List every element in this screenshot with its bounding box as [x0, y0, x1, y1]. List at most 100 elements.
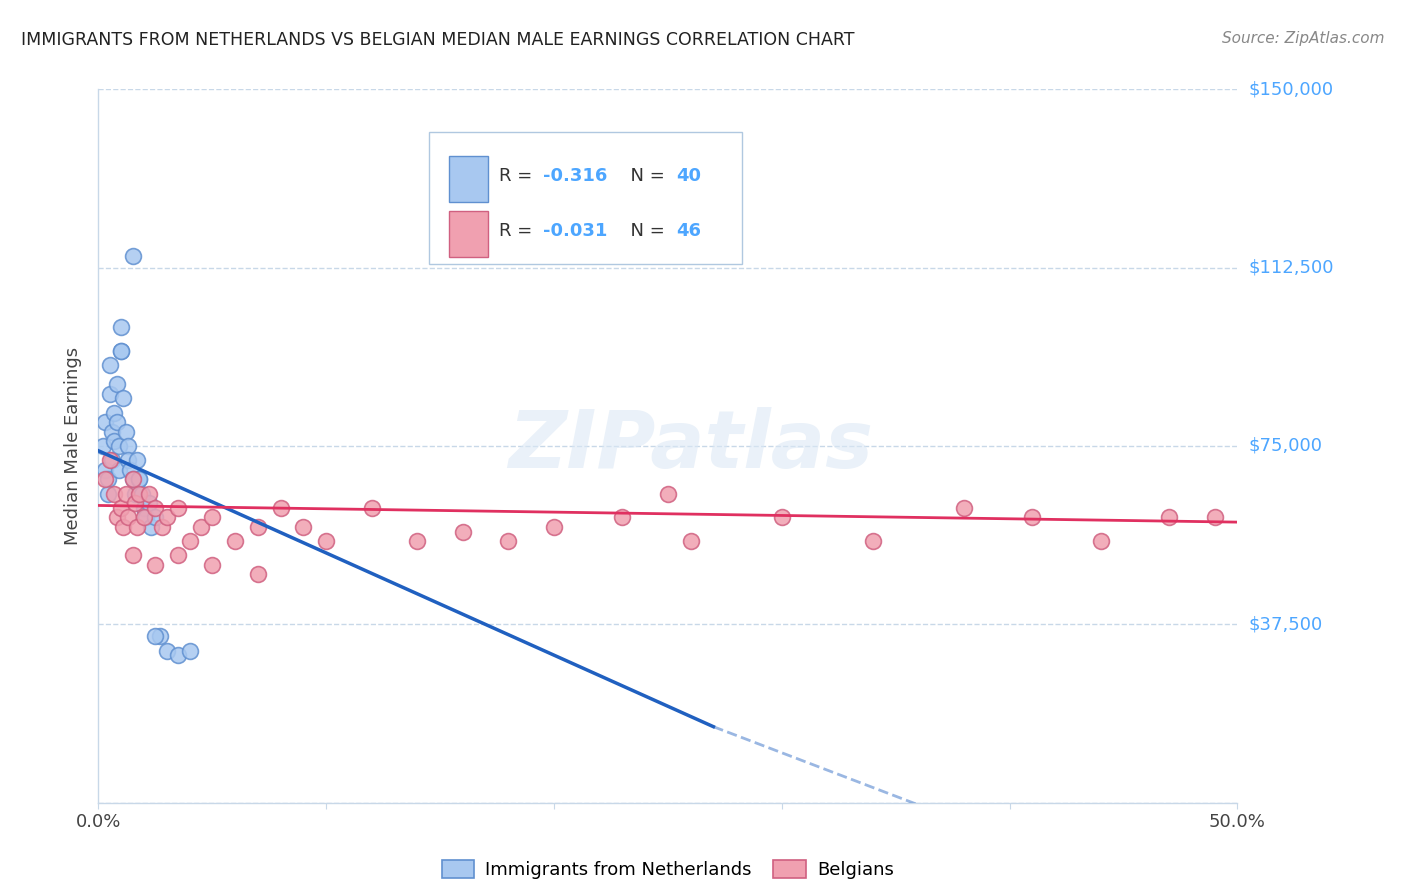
Point [120, 463, 142, 477]
Point [612, 510, 634, 524]
Point [149, 629, 172, 643]
Point [406, 534, 429, 549]
Point [139, 520, 162, 534]
Point [862, 534, 884, 549]
Point [105, 510, 128, 524]
Point [98, 358, 121, 372]
Point [135, 510, 157, 524]
Point [451, 524, 474, 539]
Point [145, 500, 167, 515]
Point [117, 453, 139, 467]
Point [246, 520, 269, 534]
Point [94, 415, 117, 429]
Point [101, 453, 124, 467]
Point [132, 500, 155, 515]
Point [679, 534, 702, 549]
Legend: Immigrants from Netherlands, Belgians: Immigrants from Netherlands, Belgians [434, 853, 901, 887]
Point [167, 500, 190, 515]
Point [156, 643, 179, 657]
Point [96, 486, 118, 500]
Point [108, 463, 131, 477]
Point [124, 486, 146, 500]
Point [224, 534, 246, 549]
Text: $75,000: $75,000 [1249, 437, 1323, 455]
Point [1090, 534, 1112, 549]
Point [1021, 510, 1043, 524]
Point [246, 567, 269, 582]
Point [110, 320, 132, 334]
Text: -0.316: -0.316 [543, 167, 607, 185]
Point [543, 520, 565, 534]
Point [1157, 510, 1180, 524]
Point [150, 520, 173, 534]
Text: $112,500: $112,500 [1249, 259, 1334, 277]
Y-axis label: Median Male Earnings: Median Male Earnings [65, 347, 83, 545]
Point [138, 496, 160, 510]
Point [112, 520, 135, 534]
Point [201, 558, 224, 572]
Point [145, 629, 167, 643]
Text: R =: R = [499, 222, 538, 240]
Point [103, 486, 125, 500]
Point [91, 439, 114, 453]
Point [1204, 510, 1226, 524]
Point [110, 343, 132, 358]
FancyBboxPatch shape [449, 156, 488, 202]
FancyBboxPatch shape [429, 132, 742, 264]
Point [108, 439, 131, 453]
Point [94, 472, 117, 486]
Point [179, 643, 201, 657]
Text: -0.031: -0.031 [543, 222, 607, 240]
Point [127, 520, 149, 534]
Text: $37,500: $37,500 [1249, 615, 1323, 633]
Point [128, 472, 150, 486]
Point [145, 558, 167, 572]
Point [128, 486, 150, 500]
Point [128, 472, 150, 486]
Text: R =: R = [499, 167, 538, 185]
Text: $150,000: $150,000 [1249, 80, 1333, 98]
Point [103, 406, 125, 420]
Point [110, 500, 132, 515]
Point [190, 520, 212, 534]
Point [117, 510, 139, 524]
Point [315, 534, 337, 549]
Point [112, 392, 135, 406]
Point [498, 534, 520, 549]
Text: N =: N = [619, 167, 671, 185]
Point [98, 453, 121, 467]
Point [96, 472, 118, 486]
Point [98, 386, 121, 401]
Text: N =: N = [619, 222, 671, 240]
Point [360, 500, 382, 515]
Point [156, 510, 179, 524]
Point [94, 463, 117, 477]
Point [121, 549, 143, 563]
Text: 40: 40 [676, 167, 700, 185]
Point [132, 510, 155, 524]
Point [121, 249, 143, 263]
FancyBboxPatch shape [449, 211, 488, 257]
Point [110, 343, 132, 358]
Point [121, 472, 143, 486]
Text: IMMIGRANTS FROM NETHERLANDS VS BELGIAN MEDIAN MALE EARNINGS CORRELATION CHART: IMMIGRANTS FROM NETHERLANDS VS BELGIAN M… [21, 31, 855, 49]
Text: Source: ZipAtlas.com: Source: ZipAtlas.com [1222, 31, 1385, 46]
Point [101, 425, 124, 439]
Text: ZIPatlas: ZIPatlas [508, 407, 873, 485]
Point [179, 534, 201, 549]
Point [105, 415, 128, 429]
Point [127, 453, 149, 467]
Point [953, 500, 976, 515]
Point [270, 500, 292, 515]
Point [167, 549, 190, 563]
Point [114, 486, 136, 500]
Text: 46: 46 [676, 222, 700, 240]
Point [121, 472, 143, 486]
Point [138, 486, 160, 500]
Point [657, 486, 679, 500]
Point [201, 510, 224, 524]
Point [117, 439, 139, 453]
Point [124, 496, 146, 510]
Point [167, 648, 190, 663]
Point [292, 520, 315, 534]
